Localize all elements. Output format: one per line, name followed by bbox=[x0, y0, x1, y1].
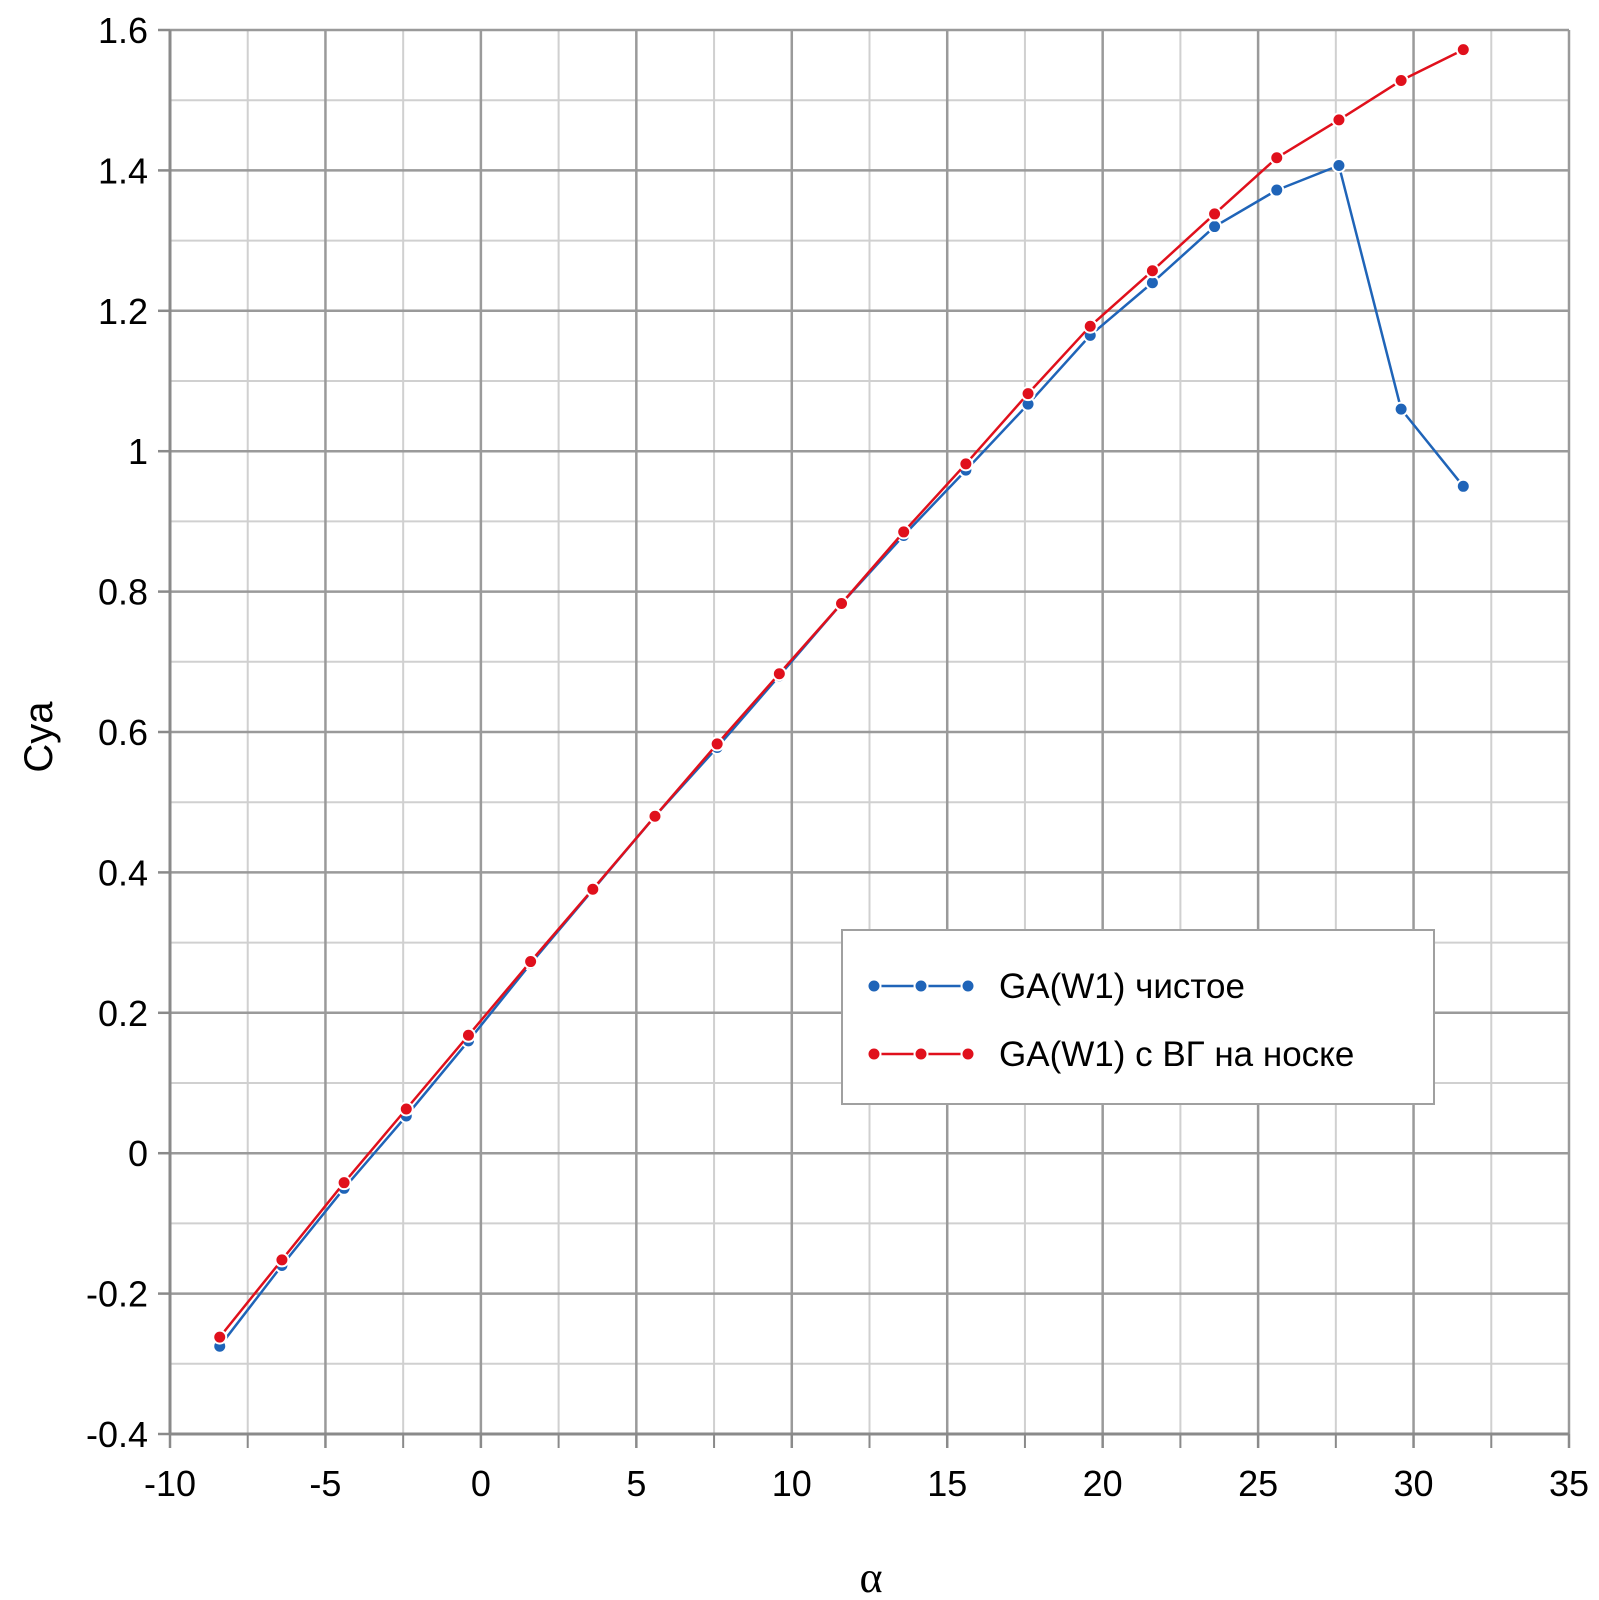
y-tick-label: 0.2 bbox=[98, 993, 148, 1034]
axis-ticks bbox=[158, 28, 1571, 1448]
series-2-point bbox=[212, 1329, 228, 1345]
series-2-point bbox=[274, 1252, 290, 1268]
series-1-point bbox=[1269, 182, 1285, 198]
series-2 bbox=[212, 42, 1471, 1345]
series-2-point bbox=[1144, 263, 1160, 279]
y-axis-title: Cya bbox=[17, 701, 61, 773]
x-tick-label: 15 bbox=[927, 1463, 967, 1504]
y-tick-label: 1.6 bbox=[98, 10, 148, 51]
series-2-point bbox=[647, 808, 663, 824]
legend-swatch-marker bbox=[866, 1046, 882, 1062]
series-2-point bbox=[460, 1027, 476, 1043]
legend-entry-2: GA(W1) с ВГ на носке bbox=[866, 1035, 1354, 1074]
series-1-point bbox=[1331, 157, 1347, 173]
series-1-point bbox=[1455, 478, 1471, 494]
x-tick-label: 20 bbox=[1083, 1463, 1123, 1504]
series-2-point bbox=[1269, 150, 1285, 166]
y-tick-label: 0 bbox=[128, 1133, 148, 1174]
x-tick-label: -10 bbox=[144, 1463, 196, 1504]
x-tick-label: 25 bbox=[1238, 1463, 1278, 1504]
series-2-point bbox=[1455, 42, 1471, 58]
legend-label: GA(W1) с ВГ на носке bbox=[999, 1035, 1354, 1074]
series-2-point bbox=[1207, 206, 1223, 222]
series-1-point bbox=[1207, 219, 1223, 235]
y-tick-label: 0.4 bbox=[98, 852, 148, 893]
series-layer bbox=[212, 42, 1471, 1354]
series-2-point bbox=[1020, 386, 1036, 402]
series-2-point bbox=[1331, 112, 1347, 128]
legend-swatch-marker bbox=[866, 978, 882, 994]
x-tick-label: -5 bbox=[309, 1463, 341, 1504]
series-2-point bbox=[523, 954, 539, 970]
series-1-point bbox=[1393, 401, 1409, 417]
x-tick-label: 10 bbox=[772, 1463, 812, 1504]
y-tick-label: 1.4 bbox=[98, 150, 148, 191]
minor-grid bbox=[170, 30, 1569, 1434]
y-tick-label: 0.8 bbox=[98, 572, 148, 613]
legend: GA(W1) чистое GA(W1) с ВГ на носке bbox=[841, 929, 1435, 1105]
series-2-point bbox=[585, 881, 601, 897]
series-2-point bbox=[834, 596, 850, 612]
x-tick-label: 35 bbox=[1549, 1463, 1589, 1504]
legend-box bbox=[841, 929, 1435, 1105]
legend-swatch-marker bbox=[960, 1046, 976, 1062]
y-tick-labels: -0.4 -0.2 0 0.2 0.4 0.6 0.8 1 1.2 1.4 1.6 bbox=[86, 10, 148, 1455]
plot-frame bbox=[168, 30, 1569, 1436]
x-tick-label: 0 bbox=[471, 1463, 491, 1504]
y-tick-label: 0.6 bbox=[98, 712, 148, 753]
x-tick-label: 5 bbox=[626, 1463, 646, 1504]
legend-swatch-marker bbox=[913, 1046, 929, 1062]
series-2-point bbox=[398, 1101, 414, 1117]
legend-label: GA(W1) чистое bbox=[999, 967, 1245, 1006]
y-tick-label: 1 bbox=[128, 431, 148, 472]
series-2-point bbox=[1393, 73, 1409, 89]
series-2-point bbox=[709, 736, 725, 752]
series-2-point bbox=[1082, 318, 1098, 334]
y-tick-label: 1.2 bbox=[98, 291, 148, 332]
series-2-point bbox=[771, 666, 787, 682]
series-2-point bbox=[896, 524, 912, 540]
series-2-point bbox=[336, 1175, 352, 1191]
x-tick-labels: -10 -5 0 5 10 15 20 25 30 35 bbox=[144, 1463, 1589, 1504]
legend-swatch-marker bbox=[960, 978, 976, 994]
x-tick-label: 30 bbox=[1394, 1463, 1434, 1504]
series-2-point bbox=[958, 456, 974, 472]
legend-swatch-marker bbox=[913, 978, 929, 994]
y-tick-label: -0.2 bbox=[86, 1274, 148, 1315]
y-tick-label: -0.4 bbox=[86, 1414, 148, 1455]
legend-entry-1: GA(W1) чистое bbox=[866, 967, 1245, 1006]
x-axis-title: α bbox=[859, 1553, 882, 1600]
